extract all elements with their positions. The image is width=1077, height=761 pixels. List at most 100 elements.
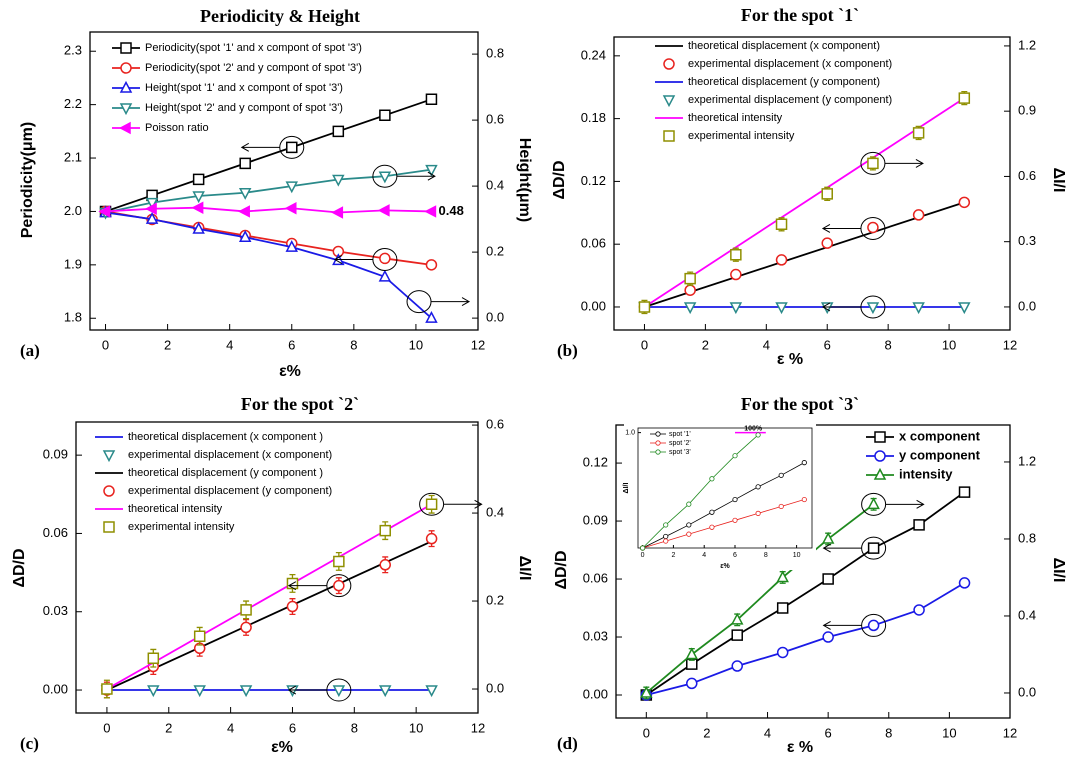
x-tick-label: 8 <box>885 337 892 352</box>
marker <box>730 248 742 261</box>
x-tick-label: 4 <box>227 720 234 735</box>
y-tick-label: 1.0 <box>625 429 635 436</box>
marker <box>655 449 661 455</box>
x-axis-label: ε% <box>271 739 293 756</box>
marker <box>640 685 653 698</box>
marker <box>801 496 807 503</box>
marker <box>98 205 111 218</box>
plot-frame <box>75 421 479 714</box>
y2-tick-label: 0.0 <box>1018 298 1036 313</box>
x-tick-label: 12 <box>1003 337 1017 352</box>
x-tick-label: 12 <box>471 337 485 352</box>
annotation-arrow <box>287 685 327 695</box>
marker <box>709 509 715 515</box>
y2-tick-label: 0.2 <box>486 592 504 607</box>
y-axis-label: ΔD/D <box>551 160 568 199</box>
y2-tick-label: 0.0 <box>486 310 504 325</box>
chart-title: Periodicity & Height <box>200 6 360 26</box>
x-tick-label: 8 <box>885 725 892 740</box>
marker <box>958 486 971 498</box>
chart-title: For the spot `3` <box>741 394 859 414</box>
annotation-arrow <box>443 499 483 509</box>
annotation-arrow <box>333 255 373 264</box>
panel-label: (b) <box>557 341 578 360</box>
marker <box>145 197 159 210</box>
marker <box>867 619 880 632</box>
panel-label: (c) <box>20 734 39 753</box>
legend-label: Periodicity(spot '1' and x compont of sp… <box>145 42 362 54</box>
chart-panel: 0 2 4 6 8 10 12 1.8 1.9 2.0 2.1 2.2 2.3 0.0 0.2 0.4 0.6 0… <box>19 6 533 380</box>
marker <box>866 302 880 315</box>
x-axis-label: ε% <box>279 363 301 380</box>
legend-label: x component <box>899 428 981 443</box>
marker <box>686 677 698 690</box>
x-tick-label: 0 <box>641 337 648 352</box>
marker <box>192 191 205 204</box>
marker <box>732 517 738 523</box>
x-tick-label: 6 <box>733 552 737 559</box>
marker <box>867 542 880 554</box>
legend-label: intensity <box>899 466 953 481</box>
x-axis-label: ε % <box>777 351 803 368</box>
marker <box>867 221 879 234</box>
marker <box>425 164 438 177</box>
y2-tick-label: 0.4 <box>1018 607 1036 622</box>
marker <box>425 259 438 271</box>
y-axis-label: ΔD/D <box>11 548 28 587</box>
y2-tick-label: 0.0 <box>1018 684 1036 699</box>
y-tick-label: 0.06 <box>583 570 608 585</box>
y-tick-label: 2.3 <box>64 43 82 58</box>
y-tick-label: 1.8 <box>64 310 82 325</box>
legend-label: theoretical intensity <box>688 112 783 124</box>
marker <box>147 652 160 664</box>
y2-axis-label: ΔI/I <box>1050 558 1067 583</box>
x-tick-label: 4 <box>763 337 770 352</box>
series-line <box>106 540 432 691</box>
chart-panel: 0 2 4 6 8 10 12 0.00 0.03 0.06 0.09 0.12 0.0 0.4 0.8 1.… <box>553 394 1067 756</box>
chart-title: For the spot `1` <box>741 5 859 25</box>
marker <box>958 196 971 209</box>
legend-label: theoretical displacement (y component ) <box>128 467 323 479</box>
legend-label: experimental displacement (x component) <box>688 58 892 70</box>
marker <box>333 579 345 592</box>
marker <box>332 174 345 187</box>
series-line <box>644 201 965 308</box>
series-line <box>105 168 432 214</box>
marker <box>867 497 880 510</box>
marker <box>822 631 834 643</box>
annotation-arrow <box>822 620 862 630</box>
x-tick-label: 6 <box>289 720 296 735</box>
x-tick-label: 0 <box>643 725 650 740</box>
marker <box>663 533 669 540</box>
marker <box>730 612 744 625</box>
y2-tick-label: 0.6 <box>486 417 504 432</box>
panel-label: (a) <box>20 341 40 360</box>
series-line <box>642 462 805 549</box>
marker <box>663 538 669 544</box>
marker <box>731 629 743 641</box>
legend-label: theoretical displacement (x component) <box>688 40 880 52</box>
x-tick-label: 8 <box>351 720 358 735</box>
marker <box>731 660 743 672</box>
x-tick-label: 6 <box>824 337 831 352</box>
marker <box>102 450 116 463</box>
y-tick-label: 0.09 <box>583 512 608 527</box>
annotation-text: 100% <box>744 425 763 432</box>
y-tick-label: 2.1 <box>64 149 82 164</box>
marker <box>120 62 132 74</box>
series-line <box>105 206 432 214</box>
marker <box>640 545 646 551</box>
marker <box>912 127 925 139</box>
marker <box>684 284 696 296</box>
marker <box>663 522 669 528</box>
marker <box>240 604 252 616</box>
marker <box>238 205 250 218</box>
x-tick-label: 2 <box>164 337 171 352</box>
legend-label: experimental displacement (x component) <box>128 449 332 461</box>
marker <box>332 685 346 698</box>
legend-label: y component <box>899 447 981 462</box>
marker <box>425 685 438 698</box>
y-tick-label: 0.09 <box>43 447 68 462</box>
y2-axis-label: ΔI/I <box>1050 168 1067 193</box>
